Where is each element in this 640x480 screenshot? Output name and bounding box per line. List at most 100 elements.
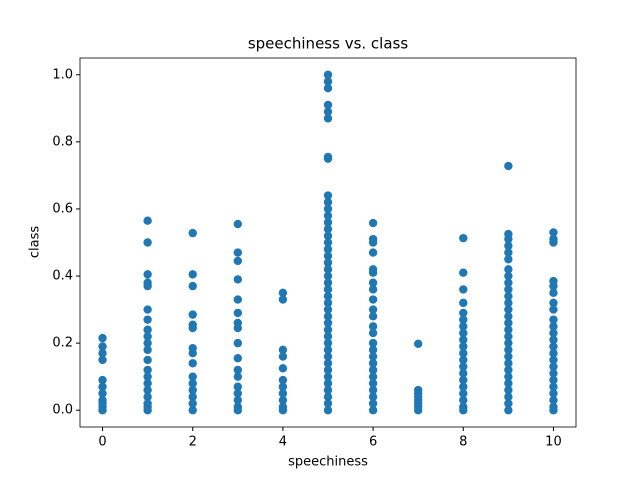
point [143, 392, 152, 402]
point [504, 312, 513, 321]
x-axis-label: speechiness [288, 455, 368, 470]
point [368, 392, 378, 402]
point [459, 355, 468, 365]
point [278, 364, 288, 373]
point [233, 248, 243, 257]
point [323, 211, 333, 220]
point [368, 385, 378, 395]
point [368, 248, 378, 257]
point [323, 77, 333, 86]
point [323, 372, 333, 381]
point [278, 295, 288, 304]
point [504, 265, 513, 274]
point [188, 385, 197, 395]
point [233, 338, 243, 348]
point [233, 323, 243, 333]
point [98, 406, 107, 415]
point [188, 310, 197, 319]
point [323, 406, 333, 415]
point [323, 399, 333, 408]
point [323, 298, 333, 308]
point [323, 318, 333, 328]
point [143, 345, 152, 355]
point [143, 379, 152, 388]
point [459, 375, 468, 385]
point [504, 298, 513, 308]
point [549, 389, 558, 398]
point [98, 375, 107, 385]
point [368, 406, 378, 415]
point [188, 372, 197, 381]
point [233, 395, 243, 405]
y-tick-label: 0.0 [52, 403, 73, 418]
point [549, 342, 558, 351]
point [323, 385, 333, 395]
point [459, 335, 468, 344]
point [188, 323, 197, 333]
point [549, 369, 558, 378]
point [323, 271, 333, 281]
y-tick-label: 0.6 [52, 201, 73, 216]
point [368, 268, 378, 277]
point [323, 379, 333, 388]
point [143, 325, 152, 334]
point [459, 395, 468, 405]
point [278, 389, 288, 398]
point [98, 333, 107, 343]
point [368, 278, 378, 287]
point [323, 245, 333, 254]
point [459, 362, 468, 371]
point [278, 375, 288, 385]
point [143, 270, 152, 279]
point [504, 406, 513, 415]
point [549, 238, 558, 247]
point [504, 338, 513, 348]
point [323, 224, 333, 234]
point [278, 395, 288, 405]
point [143, 372, 152, 381]
point [549, 315, 558, 324]
point [504, 359, 513, 368]
point [368, 322, 378, 331]
point [233, 406, 243, 415]
point [188, 281, 197, 291]
point [323, 285, 333, 294]
point [368, 328, 378, 338]
point [504, 318, 513, 328]
point [98, 382, 107, 391]
point [323, 114, 333, 123]
point [188, 228, 197, 238]
point [459, 322, 468, 331]
point [233, 295, 243, 304]
point [233, 389, 243, 398]
point [188, 392, 197, 402]
point [459, 233, 468, 243]
point [323, 218, 333, 227]
point [504, 278, 513, 287]
point [459, 349, 468, 358]
x-tick-label: 8 [459, 435, 467, 450]
y-tick-label: 0.2 [52, 336, 73, 351]
point [459, 285, 468, 294]
point [98, 355, 107, 365]
point [188, 399, 197, 408]
point [323, 258, 333, 267]
point [549, 322, 558, 331]
point [323, 325, 333, 334]
point [549, 382, 558, 391]
point [368, 399, 378, 408]
point [323, 100, 333, 110]
point [323, 154, 333, 163]
point [549, 298, 558, 308]
point [368, 359, 378, 368]
point [323, 312, 333, 321]
point [549, 328, 558, 338]
point [504, 372, 513, 381]
point [459, 268, 468, 277]
point [504, 379, 513, 388]
point [323, 359, 333, 368]
point [504, 365, 513, 375]
point [233, 275, 243, 284]
point [278, 382, 288, 391]
